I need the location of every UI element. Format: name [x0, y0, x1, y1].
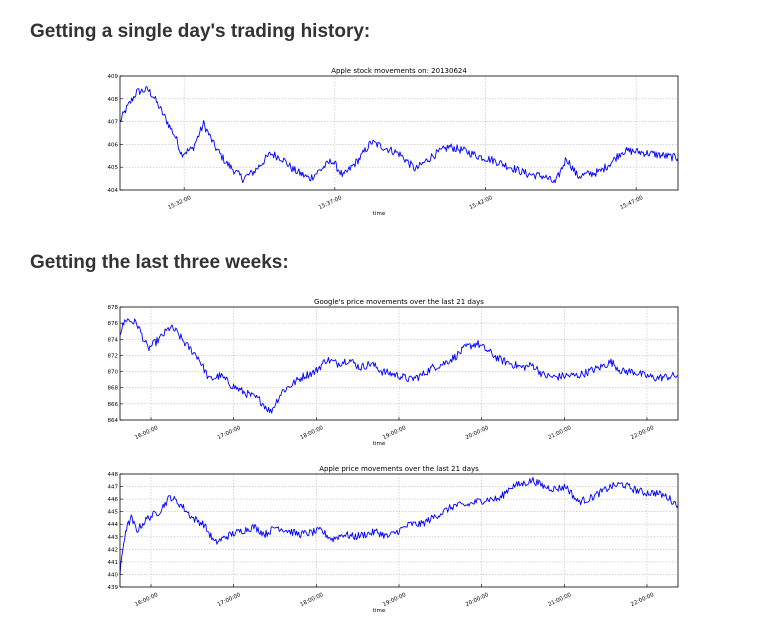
- chart-2: 439 440 441 442 443 444 445 446 447 448 16:00:00 17…: [108, 465, 679, 614]
- y-tick-label: 868: [108, 386, 119, 392]
- x-tick-label: 16:00:00: [134, 592, 159, 608]
- chart-title: Google's price movements over the last 2…: [314, 298, 484, 306]
- y-tick-label: 408: [108, 97, 119, 103]
- y-tick-label: 446: [108, 497, 119, 503]
- x-tick-label: 15:37:00: [318, 195, 343, 211]
- x-tick-label: 15:32:00: [167, 195, 192, 211]
- x-tick-label: 19:00:00: [382, 425, 407, 441]
- x-tick-label: 15:42:00: [469, 195, 494, 211]
- y-tick-label: 439: [108, 585, 119, 591]
- chart-title: Apple stock movements on: 20130624: [331, 67, 467, 75]
- series-line: [119, 476, 679, 576]
- y-tick-label: 442: [108, 547, 119, 553]
- x-tick-label: 16:00:00: [134, 425, 159, 441]
- y-tick-label: 406: [108, 142, 119, 148]
- chart-0: 404 405 406 407 408 409 15:32:00 15:37:00 15:42:…: [108, 67, 679, 217]
- y-tick-label: 409: [108, 74, 119, 80]
- y-tick-label: 866: [108, 402, 119, 408]
- y-tick-label: 864: [108, 418, 119, 424]
- x-tick-label: 17:00:00: [217, 592, 242, 608]
- y-tick-label: 876: [108, 321, 119, 327]
- x-tick-label: 21:00:00: [547, 592, 572, 608]
- y-tick-label: 448: [108, 472, 119, 478]
- y-tick-label: 407: [108, 120, 119, 126]
- y-tick-label: 447: [108, 485, 119, 491]
- x-tick-label: 15:47:00: [619, 195, 644, 211]
- x-tick-label: 19:00:00: [382, 592, 407, 608]
- series-line: [119, 318, 679, 414]
- heading-three-weeks: Getting the last three weeks:: [30, 252, 289, 273]
- y-tick-label: 440: [108, 572, 119, 578]
- x-tick-label: 22:00:00: [630, 592, 655, 608]
- y-tick-label: 404: [108, 188, 119, 194]
- y-tick-label: 874: [108, 337, 119, 343]
- y-tick-label: 878: [108, 305, 119, 311]
- x-tick-label: 22:00:00: [630, 425, 655, 441]
- plot-frame: [119, 473, 679, 588]
- plot-frame: [119, 75, 679, 191]
- y-tick-label: 441: [108, 560, 119, 566]
- x-tick-label: 21:00:00: [547, 425, 572, 441]
- x-tick-label: 18:00:00: [299, 425, 324, 441]
- y-tick-label: 443: [108, 535, 119, 541]
- x-axis-label: time: [373, 608, 386, 614]
- x-tick-label: 20:00:00: [465, 592, 490, 608]
- heading-single-day: Getting a single day's trading history:: [30, 21, 371, 42]
- y-tick-label: 872: [108, 353, 119, 359]
- x-tick-label: 20:00:00: [465, 425, 490, 441]
- x-axis-label: time: [373, 211, 386, 217]
- y-tick-label: 870: [108, 370, 119, 376]
- y-tick-label: 405: [108, 165, 119, 171]
- y-tick-label: 445: [108, 510, 119, 516]
- chart-title: Apple price movements over the last 21 d…: [319, 465, 479, 473]
- x-tick-label: 18:00:00: [299, 592, 324, 608]
- series-line: [119, 86, 679, 184]
- chart-1: 864 866 868 870 872 874 876 878 16:00:00 17:00:00…: [108, 298, 679, 447]
- x-axis-label: time: [373, 441, 386, 447]
- plot-frame: [119, 306, 679, 421]
- x-tick-label: 17:00:00: [217, 425, 242, 441]
- y-tick-label: 444: [108, 522, 119, 528]
